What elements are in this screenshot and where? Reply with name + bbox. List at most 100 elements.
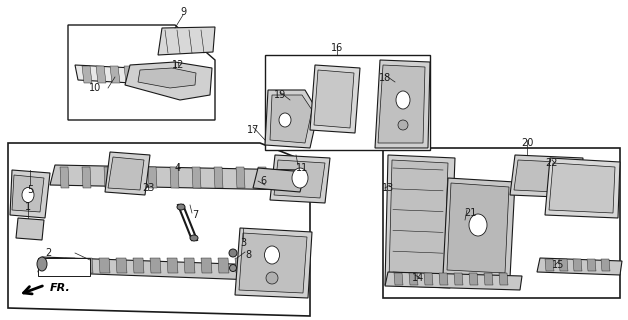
Text: 13: 13 [382,183,394,193]
Polygon shape [310,65,360,133]
Text: 10: 10 [89,83,101,93]
Ellipse shape [37,257,47,271]
Ellipse shape [22,188,34,203]
Polygon shape [75,65,172,85]
Polygon shape [125,62,212,100]
Polygon shape [10,170,50,218]
Polygon shape [99,258,110,273]
Polygon shape [383,148,620,298]
Polygon shape [235,258,246,273]
Text: 15: 15 [552,260,564,270]
Polygon shape [514,160,578,193]
Bar [38,258,90,276]
Text: 18: 18 [379,73,391,83]
Polygon shape [104,167,113,188]
Polygon shape [192,167,201,188]
Polygon shape [378,65,425,143]
Text: 22: 22 [546,158,558,168]
Text: 12: 12 [172,60,184,70]
Polygon shape [110,66,120,83]
Polygon shape [447,183,509,273]
Polygon shape [270,155,330,203]
Polygon shape [239,233,307,293]
Polygon shape [469,273,478,285]
Polygon shape [253,168,305,192]
Polygon shape [409,273,418,285]
Polygon shape [545,158,620,218]
Polygon shape [499,273,508,285]
Ellipse shape [279,113,291,127]
Text: 14: 14 [412,273,424,283]
Polygon shape [601,259,610,271]
Polygon shape [138,68,196,88]
Ellipse shape [398,120,408,130]
Text: 2: 2 [45,248,51,258]
Polygon shape [138,66,148,83]
Polygon shape [314,70,354,128]
Polygon shape [65,258,76,273]
Polygon shape [126,167,135,188]
Text: 20: 20 [521,138,533,148]
Polygon shape [394,273,403,285]
Polygon shape [48,258,59,273]
Polygon shape [385,272,522,290]
Text: 8: 8 [245,250,251,260]
Polygon shape [573,259,582,271]
Ellipse shape [229,265,237,271]
Polygon shape [236,167,245,188]
Polygon shape [12,175,44,212]
Polygon shape [124,66,134,83]
Polygon shape [484,273,493,285]
Polygon shape [235,228,312,298]
Polygon shape [108,157,144,190]
Polygon shape [158,27,215,55]
Polygon shape [258,167,267,188]
Polygon shape [375,60,430,148]
Text: 16: 16 [331,43,343,53]
Polygon shape [443,178,515,278]
Ellipse shape [292,168,308,188]
Text: 9: 9 [180,7,186,17]
Polygon shape [274,160,325,198]
Ellipse shape [266,272,278,284]
Ellipse shape [396,91,410,109]
Polygon shape [116,258,127,273]
Ellipse shape [264,246,279,264]
Polygon shape [265,90,318,148]
Polygon shape [439,273,448,285]
Polygon shape [549,163,615,213]
Polygon shape [133,258,144,273]
Bar [265,55,430,150]
Polygon shape [270,95,312,143]
Polygon shape [201,258,212,273]
Polygon shape [559,259,568,271]
Polygon shape [38,257,260,280]
Polygon shape [170,167,179,188]
Text: 23: 23 [142,183,154,193]
Polygon shape [389,160,448,282]
Polygon shape [82,258,93,273]
Polygon shape [68,25,215,120]
Ellipse shape [190,235,198,241]
Ellipse shape [229,249,237,257]
Polygon shape [167,258,178,273]
Polygon shape [587,259,596,271]
Text: 5: 5 [27,185,33,195]
Text: 7: 7 [192,210,198,220]
Polygon shape [537,258,622,275]
Polygon shape [150,258,161,273]
Text: 6: 6 [260,176,266,186]
Polygon shape [82,66,92,83]
Polygon shape [424,273,433,285]
Text: 11: 11 [296,163,308,173]
Text: 1: 1 [25,202,31,212]
Polygon shape [214,167,223,188]
Polygon shape [510,155,583,198]
Text: 17: 17 [247,125,259,135]
Polygon shape [8,143,310,316]
Polygon shape [82,167,91,188]
Text: 3: 3 [240,238,246,248]
Polygon shape [152,66,162,83]
Polygon shape [545,259,554,271]
Text: 19: 19 [274,90,286,100]
